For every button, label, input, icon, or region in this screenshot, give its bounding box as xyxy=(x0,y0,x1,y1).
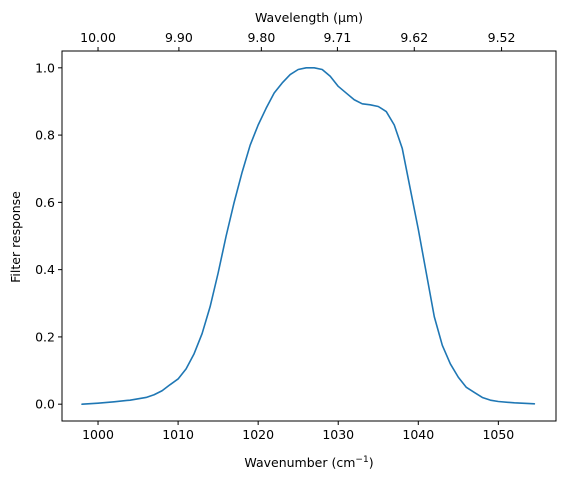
top-tick-label: 9.62 xyxy=(400,30,428,45)
axes: 1000 1010 1020 1030 1040 1050 0.0 0.2 0.4 0.6 0.8 1… xyxy=(35,30,557,442)
x-tick-label: 1010 xyxy=(162,427,194,442)
x-tick-label: 1020 xyxy=(242,427,274,442)
x-tick-label: 1050 xyxy=(482,427,514,442)
top-tick-label: 9.90 xyxy=(165,30,193,45)
top-tick-label: 10.00 xyxy=(80,30,116,45)
x-tick-label: 1000 xyxy=(82,427,114,442)
series-line-0 xyxy=(81,67,536,405)
top-tick-label: 9.52 xyxy=(488,30,516,45)
y-tick-label: 0.0 xyxy=(35,397,55,412)
top-tick-label: 9.80 xyxy=(247,30,275,45)
x-tick-label: 1030 xyxy=(322,427,354,442)
plot-area xyxy=(81,67,536,405)
plot-frame xyxy=(61,50,557,422)
x-tick-label: 1040 xyxy=(402,427,434,442)
y-axis-label: Filter response xyxy=(8,191,23,283)
x-axis-label: Wavenumber (cm−1) xyxy=(244,455,373,470)
y-tick-label: 0.4 xyxy=(35,262,55,277)
y-tick-label: 0.2 xyxy=(35,329,55,344)
y-tick-label: 1.0 xyxy=(35,60,55,75)
top-x-axis-label: Wavelength (μm) xyxy=(255,10,363,25)
y-tick-label: 0.6 xyxy=(35,195,55,210)
top-tick-label: 9.71 xyxy=(324,30,352,45)
y-tick-label: 0.8 xyxy=(35,128,55,143)
